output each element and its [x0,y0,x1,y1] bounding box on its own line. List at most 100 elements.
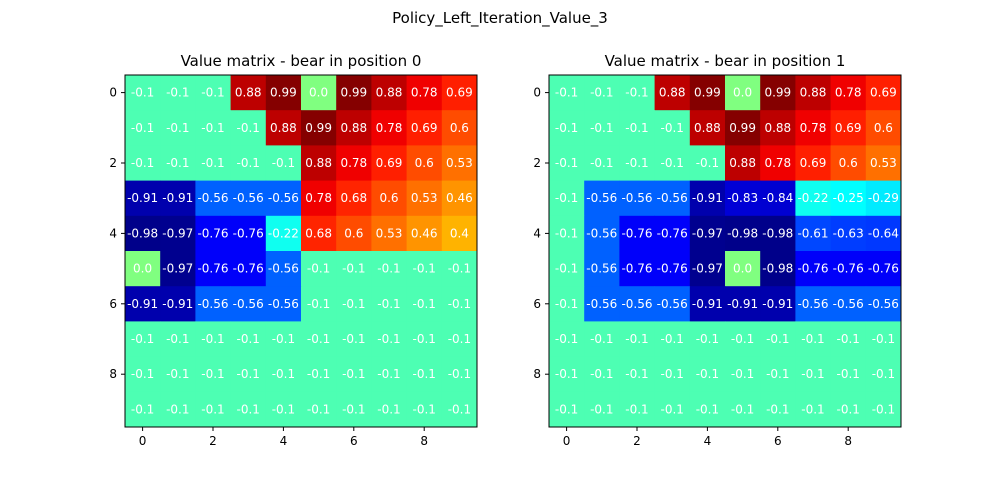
cell-value-label: 0.88 [729,156,756,170]
heatmap-cell [265,286,302,322]
cell-value-label: 0.6 [874,121,893,135]
heatmap-cell [760,215,796,252]
heatmap-cell [195,180,231,217]
cell-value-label: -0.97 [692,226,723,240]
cell-value-label: -0.1 [448,367,471,381]
cell-value-label: -0.83 [727,191,758,205]
cell-value-label: -0.1 [555,262,578,276]
cell-value-label: -0.1 [625,86,648,100]
cell-value-label: -0.98 [727,226,758,240]
cell-value-label: -0.1 [166,121,189,135]
cell-value-label: -0.1 [272,402,295,416]
heatmap-cell [689,75,726,111]
y-tick-label: 0 [109,86,117,100]
cell-value-label: 0.99 [270,86,297,100]
heatmap-cell [830,251,867,287]
cell-value-label: -0.1 [201,402,224,416]
heatmap-cell [760,321,796,357]
heatmap-cell [584,356,620,393]
heatmap-cell [760,286,796,322]
heatmap-cell [760,180,796,217]
cell-value-label: 0.6 [379,191,398,205]
cell-value-label: -0.91 [692,191,723,205]
cell-value-label: -0.1 [377,402,400,416]
cell-value-label: -0.1 [166,86,189,100]
heatmap-cell [689,321,726,357]
cell-value-label: -0.91 [692,297,723,311]
heatmap-cell [195,286,231,322]
cell-value-label: -0.1 [236,156,259,170]
cell-value-label: -0.22 [797,191,828,205]
heatmap-cell [336,286,372,322]
heatmap-cell [549,110,585,146]
heatmap-cell [725,321,761,357]
heatmap-cell [371,321,407,357]
heatmap-cell [230,215,267,252]
heatmap-cell [265,145,302,181]
cell-value-label: -0.91 [127,297,158,311]
cell-value-label: -0.76 [233,262,264,276]
heatmap-cell [301,145,337,181]
cell-value-label: -0.56 [233,191,264,205]
heatmap-cell [725,356,761,393]
heatmap-cell [336,145,372,181]
heatmap-cell [301,110,337,146]
heatmap-cell [160,110,196,146]
heatmap-cell [619,215,655,252]
cell-value-label: -0.1 [342,262,365,276]
cell-value-label: -0.76 [868,262,899,276]
cell-value-label: -0.1 [166,402,189,416]
cell-value-label: -0.1 [131,156,154,170]
cell-value-label: -0.91 [162,297,193,311]
cell-value-label: -0.1 [872,367,895,381]
cell-value-label: 0.88 [764,121,791,135]
cell-value-label: 0.88 [305,156,332,170]
heatmap-cell [830,391,867,428]
heatmap-cell [441,215,478,252]
cell-value-label: -0.1 [555,121,578,135]
heatmap-cell [654,180,691,217]
panel-title: Value matrix - bear in position 1 [605,52,846,70]
cell-value-label: -0.1 [625,367,648,381]
heatmap-cell [125,391,161,428]
heatmap-cell [795,145,831,181]
cell-value-label: 0.88 [659,86,686,100]
heatmap-cell [830,180,867,217]
heatmap-cell [654,251,691,287]
cell-value-label: -0.1 [342,297,365,311]
heatmap-cell [125,251,161,287]
heatmap-cell [265,251,302,287]
cell-value-label: -0.56 [233,297,264,311]
heatmap-cell [371,110,407,146]
cell-value-label: -0.1 [696,402,719,416]
cell-value-label: -0.1 [625,402,648,416]
heatmap-cell [406,251,443,287]
heatmap-cell [160,180,196,217]
heatmap-cell [865,110,902,146]
heatmap-cell [795,286,831,322]
cell-value-label: -0.22 [268,226,299,240]
heatmap-cell [689,110,726,146]
cell-value-label: -0.1 [201,156,224,170]
cell-value-label: 0.78 [764,156,791,170]
axes-frame [548,74,902,428]
heatmap-cell [406,286,443,322]
cell-value-label: 0.6 [839,156,858,170]
cell-value-label: -0.1 [272,332,295,346]
cell-value-label: -0.1 [731,332,754,346]
cell-value-label: -0.1 [201,86,224,100]
cell-value-label: -0.1 [660,121,683,135]
cell-value-label: -0.1 [448,332,471,346]
x-tick-label: 8 [420,434,428,448]
cell-value-label: -0.76 [797,262,828,276]
y-tick-label: 4 [533,226,541,240]
heatmap-cell [336,215,372,252]
cell-value-label: -0.76 [197,262,228,276]
heatmap-cell [265,356,302,393]
heatmap-cell [371,145,407,181]
heatmap-cell [336,321,372,357]
heatmap-cell [760,145,796,181]
cell-value-label: -0.1 [307,402,330,416]
cell-value-label: 0.78 [340,156,367,170]
x-tick-label: 0 [563,434,571,448]
